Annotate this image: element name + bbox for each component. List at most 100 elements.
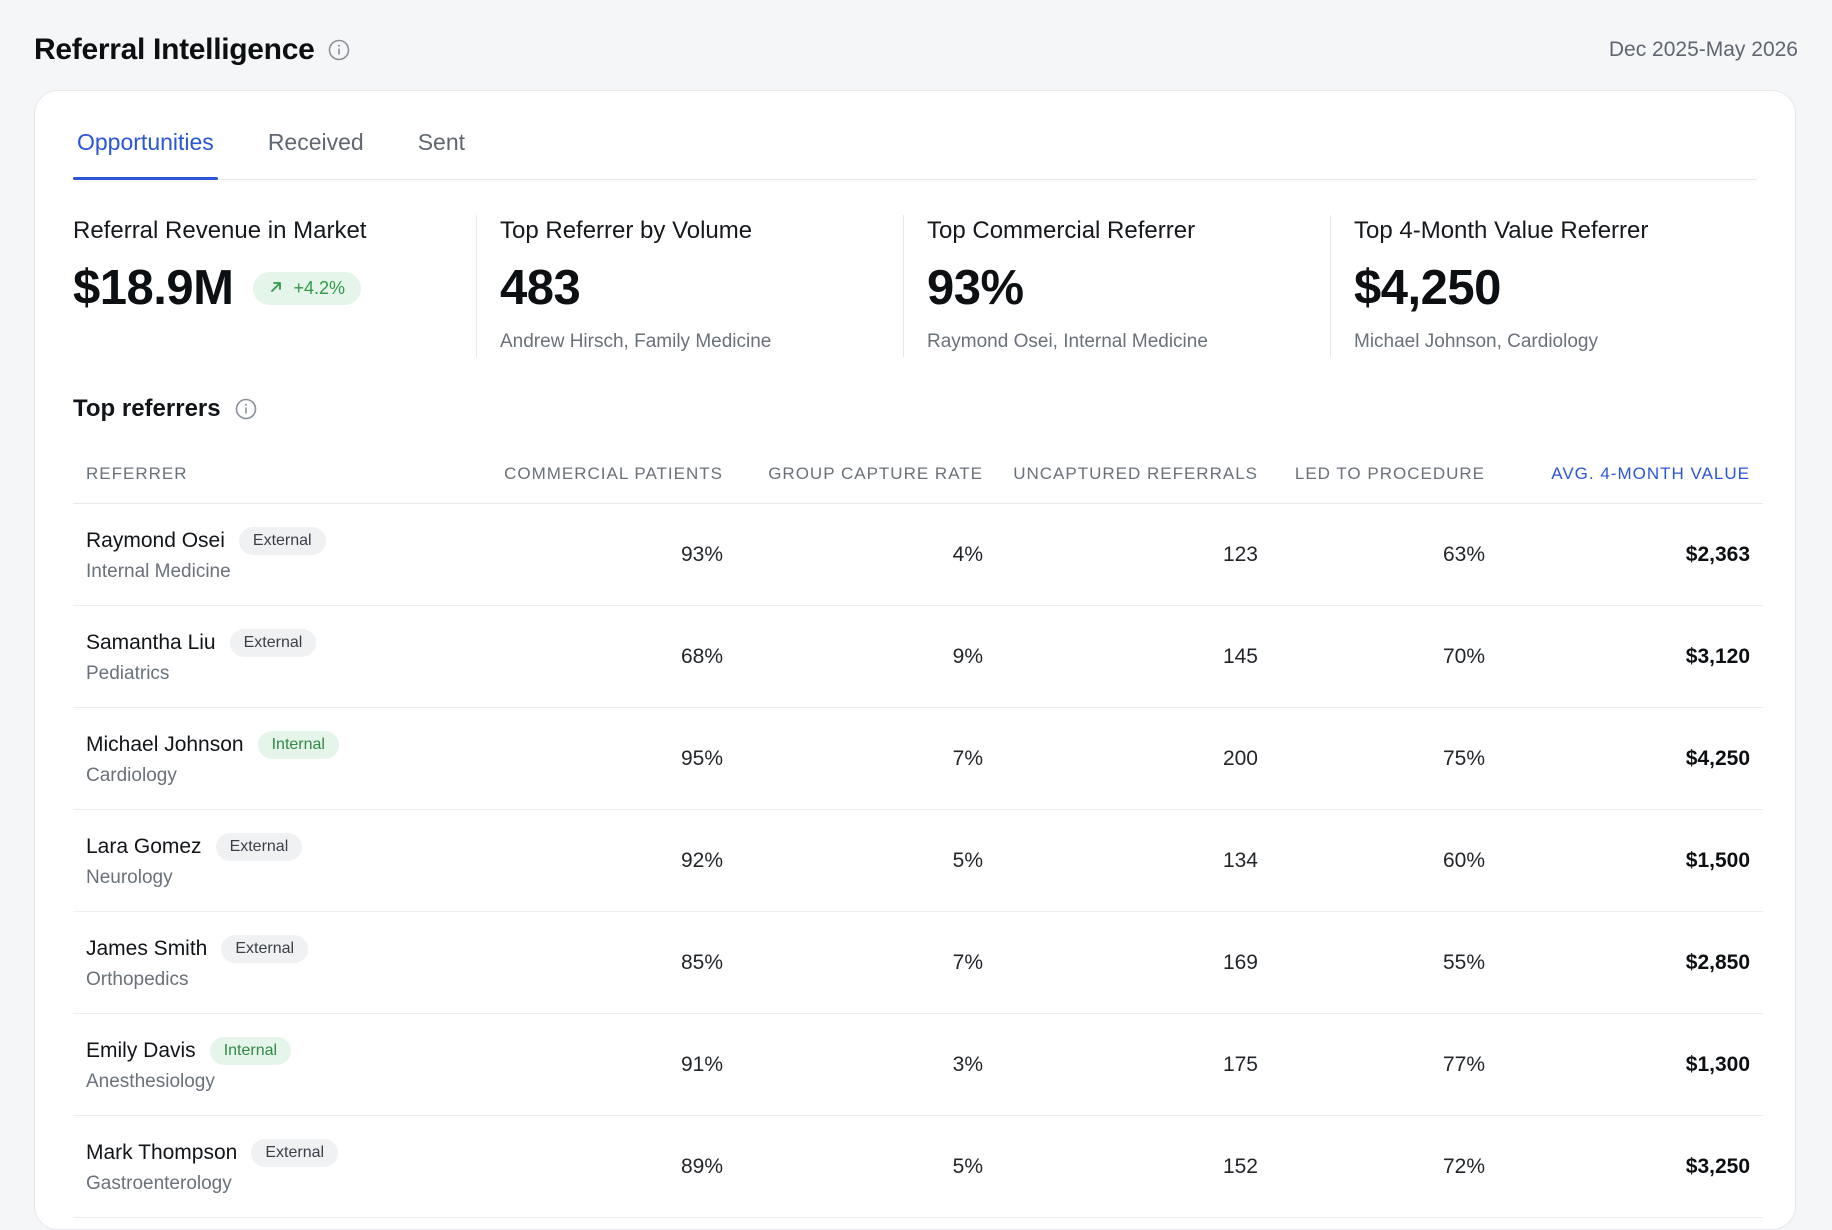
referrer-specialty: Internal Medicine [86,560,231,582]
group-capture-rate-cell: 7% [952,746,983,770]
referrer-type-badge: Internal [257,730,339,759]
avg-4-month-value-cell: $2,363 [1685,542,1750,566]
kpi-value: $4,250 [1354,261,1501,315]
referrer-name[interactable]: Michael Johnson [86,732,244,756]
referrer-cell: Lara Gomez External Neurology [73,832,453,889]
referrer-type-badge: External [229,628,317,657]
tab-received[interactable]: Received [267,129,364,155]
page-title: Referral Intelligence [34,33,315,66]
referrer-specialty: Anesthesiology [86,1070,215,1092]
kpi-value: 483 [500,261,581,315]
group-capture-rate-cell: 4% [952,542,983,566]
column-header-led-to-procedure[interactable]: Led to Procedure [1294,464,1485,483]
commercial-patients-cell: 95% [680,746,723,770]
kpi-label: Top Commercial Referrer [927,217,1196,244]
referrer-name[interactable]: Samantha Liu [86,630,216,654]
table-body: Raymond Osei External Internal Medicine 93%… [73,504,1763,1218]
referrer-cell: James Smith External Orthopedics [73,934,453,991]
referrer-type-badge: External [221,934,309,963]
table-row[interactable]: Emily Davis Internal Anesthesiology 91% 3% 17… [73,1014,1763,1116]
avg-4-month-value-cell: $1,500 [1685,848,1750,872]
referrer-name[interactable]: Mark Thompson [86,1140,238,1164]
info-icon[interactable] [328,39,350,61]
avg-4-month-value-cell: $4,250 [1685,746,1750,770]
led-to-procedure-cell: 70% [1442,644,1485,668]
referrer-specialty: Cardiology [86,764,177,786]
avg-4-month-value-cell: $3,120 [1685,644,1750,668]
section-title: Top referrers [73,395,221,422]
group-capture-rate-cell: 9% [952,644,983,668]
uncaptured-referrals-cell: 169 [1222,950,1258,974]
avg-4-month-value-cell: $1,300 [1685,1052,1750,1076]
table-header: Referrer Commercial Patients Group Captu… [73,445,1763,504]
uncaptured-referrals-cell: 152 [1222,1154,1258,1178]
kpi-subtext: Andrew Hirsch, Family Medicine [500,331,772,352]
kpi-subtext: Raymond Osei, Internal Medicine [927,331,1208,352]
led-to-procedure-cell: 75% [1442,746,1485,770]
commercial-patients-cell: 92% [680,848,723,872]
referrer-type-badge: External [215,832,303,861]
referrer-specialty: Orthopedics [86,968,189,990]
led-to-procedure-cell: 72% [1442,1154,1485,1178]
referrer-name[interactable]: Lara Gomez [86,834,202,858]
arrow-up-right-icon [269,278,283,299]
trend-badge: +4.2% [253,271,361,305]
referrer-type-badge: Internal [209,1036,292,1065]
table-row[interactable]: Michael Johnson Internal Cardiology 95% 7% 20… [73,708,1763,810]
main-card: Opportunities Received Sent Referral Rev… [34,90,1796,1230]
table-row[interactable]: Mark Thompson External Gastroenterology 89%… [73,1116,1763,1218]
table-row[interactable]: Lara Gomez External Neurology 92% 5% 134 60% $1… [73,810,1763,912]
avg-4-month-value-cell: $2,850 [1685,950,1750,974]
referrer-cell: Samantha Liu External Pediatrics [73,628,453,685]
led-to-procedure-cell: 60% [1442,848,1485,872]
referrer-specialty: Neurology [86,866,173,888]
kpi-label: Top 4-Month Value Referrer [1354,217,1649,244]
table-row[interactable]: Samantha Liu External Pediatrics 68% 9% 145 70… [73,606,1763,708]
referrer-cell: Michael Johnson Internal Cardiology [73,730,453,787]
referrer-cell: Raymond Osei External Internal Medicine [73,526,453,583]
tab-bar: Opportunities Received Sent [73,129,1757,180]
referrer-specialty: Pediatrics [86,662,170,684]
referrer-name[interactable]: Raymond Osei [86,528,225,552]
tab-sent[interactable]: Sent [417,129,466,155]
led-to-procedure-cell: 77% [1442,1052,1485,1076]
referrer-name[interactable]: Emily Davis [86,1038,196,1062]
referrer-cell: Mark Thompson External Gastroenterology [73,1138,453,1195]
kpi-top-commercial: Top Commercial Referrer 93% Raymond Osei… [903,215,1330,357]
title-group: Referral Intelligence [34,33,350,67]
info-icon[interactable] [235,398,257,420]
commercial-patients-cell: 93% [680,542,723,566]
referrers-table: Referrer Commercial Patients Group Captu… [73,445,1763,1218]
kpi-value: 93% [927,261,1024,315]
table-row[interactable]: James Smith External Orthopedics 85% 7% 169 55… [73,912,1763,1014]
column-header-referrer[interactable]: Referrer [86,464,188,483]
column-header-avg-4-month-value[interactable]: Avg. 4-Month Value [1551,464,1750,483]
tab-opportunities[interactable]: Opportunities [73,129,218,180]
column-header-uncaptured-referrals[interactable]: Uncaptured Referrals [1013,464,1258,483]
section-header: Top referrers [73,395,257,423]
date-range[interactable]: Dec 2025-May 2026 [1608,38,1798,61]
commercial-patients-cell: 68% [680,644,723,668]
group-capture-rate-cell: 5% [952,848,983,872]
commercial-patients-cell: 85% [680,950,723,974]
uncaptured-referrals-cell: 123 [1222,542,1258,566]
column-header-commercial-patients[interactable]: Commercial Patients [504,464,723,483]
top-bar: Referral Intelligence Dec 2025-May 2026 [34,28,1798,72]
group-capture-rate-cell: 5% [952,1154,983,1178]
kpi-subtext: Michael Johnson, Cardiology [1354,331,1598,352]
referrer-specialty: Gastroenterology [86,1172,232,1194]
column-header-group-capture-rate[interactable]: Group Capture Rate [768,464,983,483]
commercial-patients-cell: 91% [680,1052,723,1076]
kpi-value: $18.9M [73,261,234,315]
uncaptured-referrals-cell: 200 [1222,746,1258,770]
table-row[interactable]: Raymond Osei External Internal Medicine 93%… [73,504,1763,606]
group-capture-rate-cell: 3% [952,1052,983,1076]
referrer-type-badge: External [251,1138,339,1167]
kpi-top-value: Top 4-Month Value Referrer $4,250 Michae… [1330,215,1757,357]
led-to-procedure-cell: 55% [1442,950,1485,974]
avg-4-month-value-cell: $3,250 [1685,1154,1750,1178]
referrer-name[interactable]: James Smith [86,936,208,960]
trend-value: +4.2% [293,277,345,298]
referrer-type-badge: External [238,526,326,555]
uncaptured-referrals-cell: 175 [1222,1052,1258,1076]
